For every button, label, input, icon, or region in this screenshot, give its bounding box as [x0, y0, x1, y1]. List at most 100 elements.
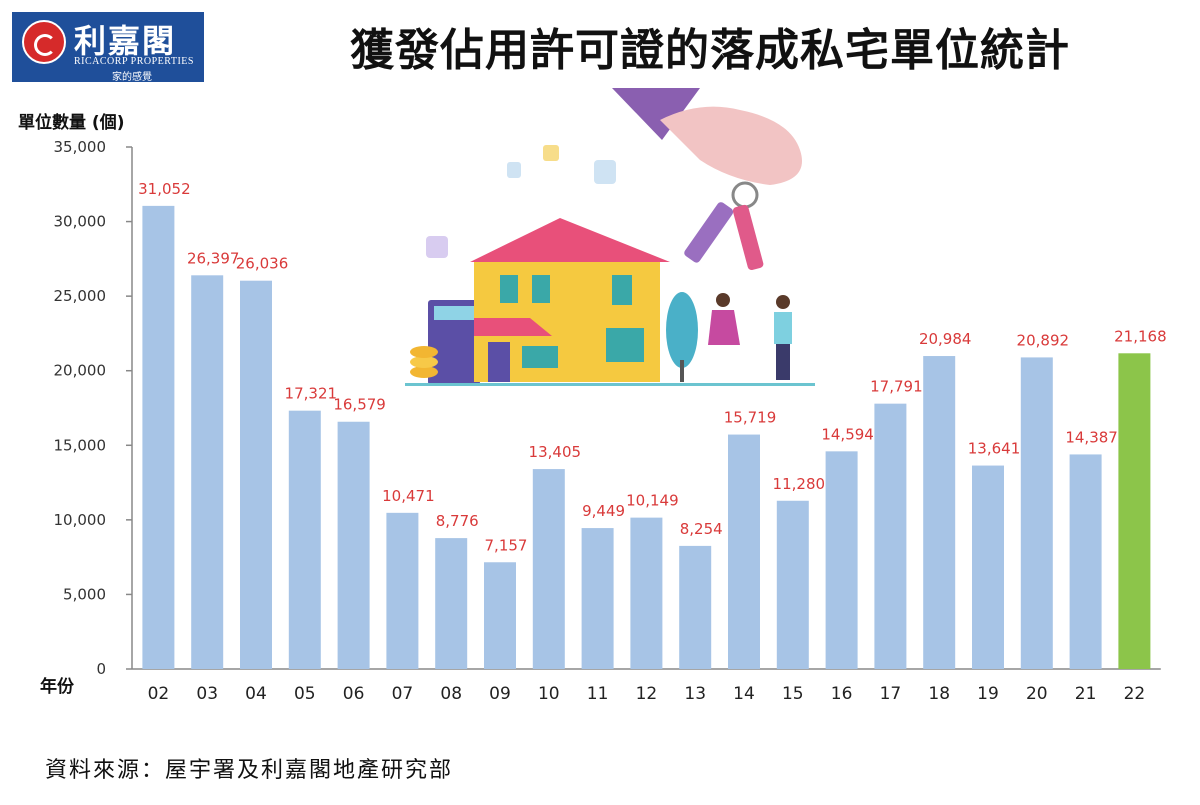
calculator-screen: [434, 306, 474, 320]
person-man-icon: [776, 295, 790, 309]
bar: [1020, 357, 1053, 669]
data-label: 31,052: [138, 180, 191, 198]
x-tick-label: 10: [538, 684, 560, 704]
data-label: 20,892: [1017, 331, 1070, 349]
person-man-body: [774, 312, 792, 344]
y-tick-label: 35,000: [54, 138, 107, 156]
bar: [630, 517, 663, 669]
x-tick-label: 20: [1026, 684, 1048, 704]
data-label: 20,984: [919, 330, 972, 348]
x-tick-label: 09: [489, 684, 511, 704]
dollar-card-icon: [543, 145, 559, 161]
bar: [923, 356, 956, 669]
key-ring-icon: [731, 181, 759, 209]
bar: [776, 500, 809, 669]
page-title: 獲發佔用許可證的落成私宅單位統計: [350, 25, 1070, 76]
logo-tagline: 家的感覺: [112, 72, 152, 83]
house-window: [522, 346, 558, 368]
x-tick-label: 13: [684, 684, 706, 704]
data-label: 15,719: [724, 409, 777, 427]
calculator-icon: [428, 300, 480, 385]
logo-emblem-icon: [22, 20, 66, 64]
data-label: 13,405: [529, 443, 582, 461]
key-pink-icon: [732, 204, 764, 271]
x-tick-label: 19: [977, 684, 999, 704]
bar: [874, 403, 907, 669]
house-window: [532, 275, 550, 303]
bar: [337, 421, 370, 669]
bar: [240, 280, 272, 669]
dollar-card-icon: [507, 162, 521, 178]
x-tick-label: 12: [636, 684, 658, 704]
x-tick-label: 02: [148, 684, 170, 704]
tree-trunk: [680, 360, 684, 382]
x-tick-label: 16: [831, 684, 853, 704]
dollar-card-icon: [594, 160, 616, 184]
data-label: 16,579: [333, 396, 386, 414]
data-label: 8,776: [436, 512, 479, 530]
x-tick-label: 22: [1124, 684, 1146, 704]
source-note: 資料來源：屋宇署及利嘉閣地產研究部: [45, 758, 454, 783]
data-label: 14,387: [1065, 428, 1118, 446]
porch-roof: [474, 318, 552, 336]
bar: [1069, 454, 1102, 669]
bar: [435, 538, 468, 669]
y-tick-label: 0: [96, 660, 106, 678]
coin-stack-icon: [410, 356, 438, 368]
logo-english-name: RICACORP PROPERTIES: [74, 56, 194, 67]
bar: [386, 512, 419, 669]
y-tick-label: 30,000: [54, 213, 107, 231]
x-tick-label: 11: [587, 684, 609, 704]
bar: [532, 469, 565, 669]
sleeve-shape: [612, 88, 700, 140]
x-axis-title: 年份: [40, 676, 75, 697]
x-tick-label: 15: [782, 684, 804, 704]
data-label: 13,641: [968, 440, 1021, 458]
data-label: 10,149: [626, 492, 679, 510]
tree-icon: [666, 292, 698, 368]
data-label: 10,471: [382, 487, 435, 505]
chart-bars: [142, 205, 1151, 670]
bar-highlight: [1118, 353, 1151, 669]
chart-axes: 0 5,000 10,000 15,000 20,000 25,000 30,000 35,0…: [18, 112, 1161, 697]
chart-labels: 31,052 02 26,397 03 26,036 04 17,321 05 16,579 06…: [138, 180, 1167, 704]
house-window: [606, 328, 644, 362]
bar: [825, 451, 858, 669]
x-tick-label: 04: [245, 684, 267, 704]
bar: [484, 562, 516, 669]
bar: [679, 545, 712, 669]
y-tick-label: 25,000: [54, 287, 107, 305]
bar: [972, 465, 1004, 669]
data-label: 17,791: [870, 378, 923, 396]
x-tick-label: 05: [294, 684, 316, 704]
house-keys-illustration: [405, 88, 815, 386]
data-label: 11,280: [773, 475, 826, 493]
data-label: 26,036: [236, 255, 289, 273]
x-tick-label: 14: [733, 684, 755, 704]
key-purple-icon: [684, 202, 734, 263]
x-tick-label: 06: [343, 684, 365, 704]
person-woman-icon: [716, 293, 730, 307]
check-card-icon: [426, 236, 448, 258]
x-tick-label: 03: [196, 684, 218, 704]
data-label: 8,254: [680, 520, 723, 538]
hand-shape: [660, 106, 802, 185]
house-window: [612, 275, 632, 305]
bar: [581, 528, 614, 669]
data-label: 14,594: [821, 425, 874, 443]
coin-stack-icon: [410, 346, 438, 358]
coin-stack-icon: [410, 366, 438, 378]
person-man-legs: [776, 344, 790, 380]
house-window: [500, 275, 518, 303]
data-label: 17,321: [285, 385, 338, 403]
y-tick-label: 10,000: [54, 511, 107, 529]
bar: [142, 205, 175, 670]
person-woman-body: [708, 310, 740, 345]
x-tick-label: 18: [928, 684, 950, 704]
data-label: 21,168: [1114, 327, 1167, 345]
data-label: 26,397: [187, 249, 240, 267]
x-tick-label: 17: [880, 684, 902, 704]
data-label: 7,157: [485, 536, 528, 554]
house-roof: [470, 218, 670, 262]
